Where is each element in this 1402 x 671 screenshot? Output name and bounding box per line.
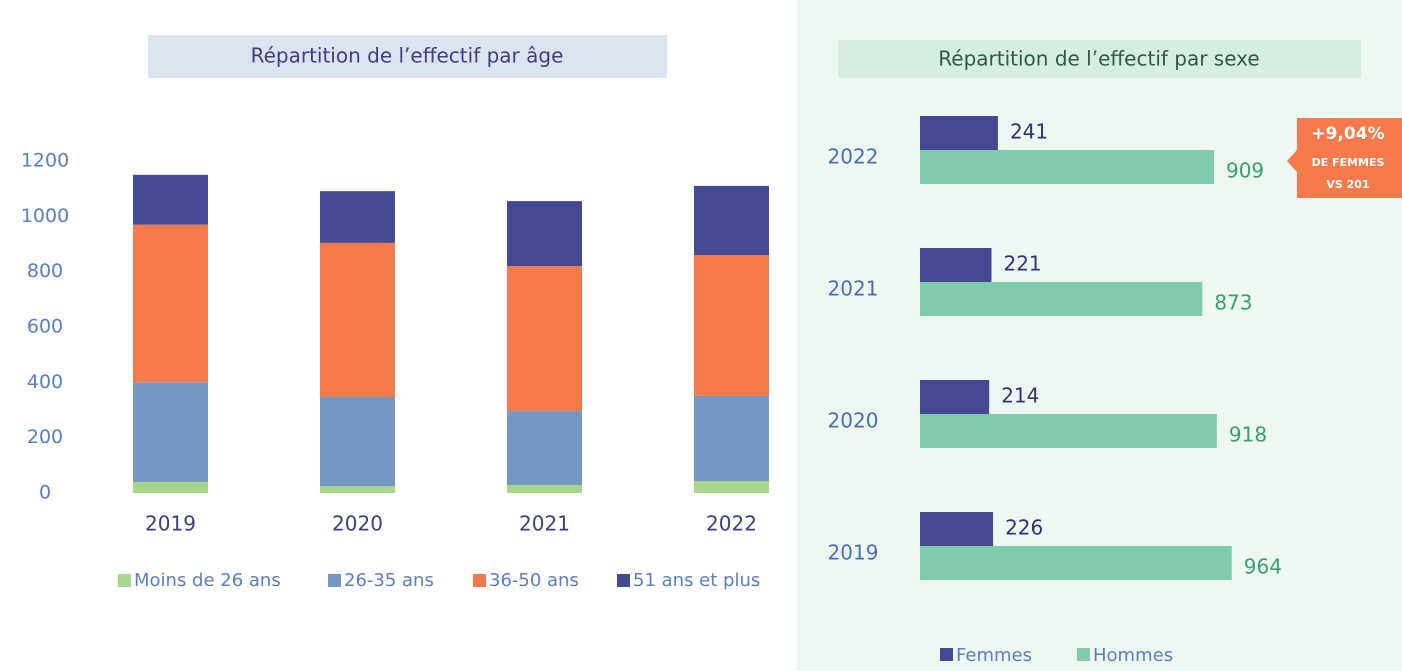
y-tick-label: 2021	[828, 277, 879, 301]
legend-swatch	[940, 648, 953, 661]
bar-segment	[507, 411, 582, 485]
bar	[920, 248, 992, 282]
data-label: 964	[1244, 555, 1282, 579]
bar	[920, 282, 1203, 316]
legend-label: 51 ans et plus	[633, 570, 760, 591]
data-label: 226	[1005, 516, 1043, 540]
annotation: VS 201	[1326, 178, 1369, 191]
title-box	[838, 40, 1361, 78]
bar-segment	[320, 242, 395, 397]
x-tick-label: 2019	[145, 512, 196, 536]
data-label: 221	[1003, 252, 1041, 276]
y-tick-label: 200	[27, 426, 63, 448]
y-tick-label: 2019	[828, 541, 879, 565]
bar-segment	[320, 486, 395, 493]
bar-segment	[694, 395, 769, 482]
badge-shape	[1287, 118, 1402, 198]
bar	[920, 414, 1217, 448]
y-tick-label: 2020	[828, 409, 879, 433]
legend-label: 36-50 ans	[489, 570, 579, 591]
data-label: 241	[1010, 120, 1048, 144]
annotation-badge: +9,04% DE FEMMES VS 201	[1287, 118, 1402, 198]
y-tick-label: 2022	[828, 145, 879, 169]
y-tick-label: 0	[39, 482, 51, 504]
legend-label: 26-35 ans	[344, 570, 434, 591]
bar	[920, 546, 1232, 580]
legend-swatch	[473, 574, 486, 587]
data-label: 918	[1229, 423, 1267, 447]
data-label: 873	[1214, 291, 1252, 315]
bar-segment	[320, 191, 395, 243]
annotation: DE FEMMES	[1312, 156, 1385, 169]
bar	[920, 380, 990, 414]
bar	[920, 116, 998, 150]
legend-label: Hommes	[1093, 645, 1173, 666]
data-label: 909	[1226, 159, 1264, 183]
bar	[920, 150, 1214, 184]
bar-segment	[507, 201, 582, 267]
y-tick-label: 600	[27, 316, 63, 338]
x-tick-label: 2020	[332, 512, 383, 536]
bar-segment	[133, 481, 208, 493]
x-tick-label: 2021	[519, 512, 570, 536]
legend-label: Moins de 26 ans	[134, 570, 281, 591]
title-box	[148, 35, 667, 78]
bar-segment	[133, 382, 208, 482]
y-tick-label: 800	[27, 260, 63, 282]
y-tick-label: 1200	[21, 150, 69, 172]
y-tick-label: 1000	[21, 205, 69, 227]
bar-segment	[694, 481, 769, 493]
legend-swatch	[118, 574, 131, 587]
x-tick-label: 2022	[706, 512, 757, 536]
legend-label: Femmes	[956, 645, 1032, 666]
bar-segment	[320, 396, 395, 487]
bar-segment	[507, 266, 582, 412]
bar-segment	[507, 484, 582, 493]
bar-segment	[694, 255, 769, 396]
annotation: +9,04%	[1311, 124, 1384, 144]
legend-swatch	[1077, 648, 1090, 661]
chart-title: Répartition de l’effectif par sexe	[938, 47, 1259, 71]
bar-segment	[133, 174, 208, 225]
data-label: 214	[1001, 384, 1039, 408]
bar	[920, 512, 994, 546]
bar-segment	[133, 224, 208, 383]
legend-swatch	[328, 574, 341, 587]
legend-swatch	[617, 574, 630, 587]
bar-segment	[694, 185, 769, 256]
y-tick-label: 400	[27, 371, 63, 393]
chart-title: Répartition de l’effectif par âge	[251, 44, 564, 68]
